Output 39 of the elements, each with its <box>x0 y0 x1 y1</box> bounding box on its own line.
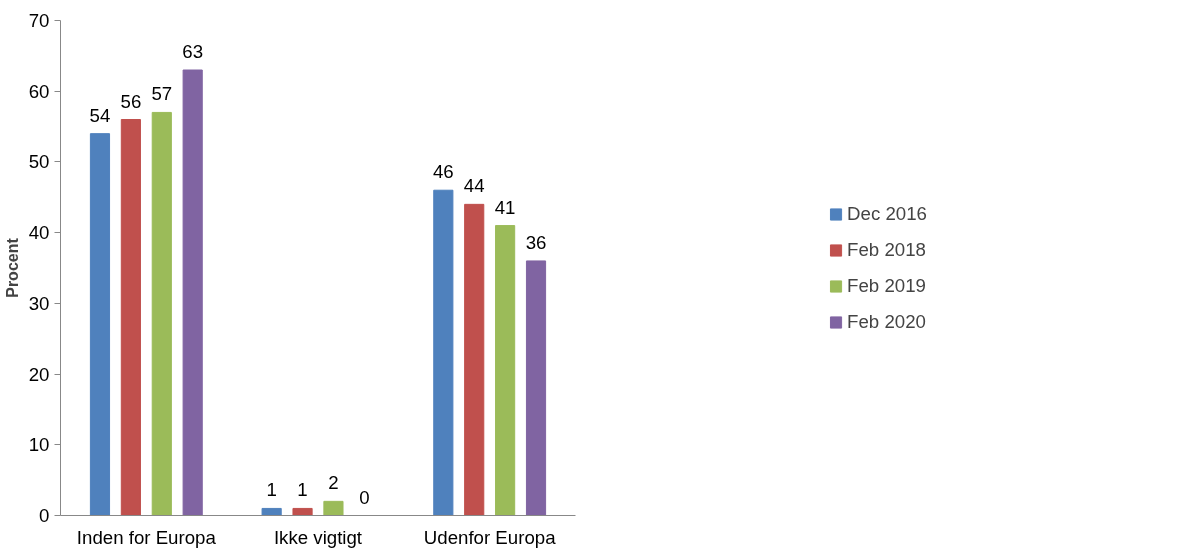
bar <box>89 133 111 516</box>
data-label: 57 <box>151 83 173 105</box>
y-tick-label: 40 <box>28 222 50 244</box>
bar <box>182 69 203 516</box>
data-label: 46 <box>432 161 454 183</box>
y-tick-label: 30 <box>28 292 50 314</box>
legend-label: Dec 2016 <box>847 202 927 225</box>
x-tick-label: Ikke vigtigt <box>273 526 363 548</box>
data-label: 56 <box>120 90 142 112</box>
bar <box>261 507 282 516</box>
legend-label: Feb 2018 <box>847 238 926 261</box>
data-label: 1 <box>297 479 308 501</box>
y-tick-label: 0 <box>39 505 50 526</box>
y-tick-label: 10 <box>28 434 50 456</box>
data-label: 2 <box>328 472 339 494</box>
bar <box>323 500 344 516</box>
bar <box>495 225 516 516</box>
bar <box>525 260 547 516</box>
x-tick-label: Udenfor Europa <box>423 526 557 548</box>
data-label: 44 <box>463 175 485 197</box>
y-tick-label: 50 <box>28 151 50 173</box>
y-tick-label: 20 <box>28 363 50 385</box>
data-label: 41 <box>494 196 516 218</box>
bar <box>433 189 454 516</box>
data-label: 54 <box>89 104 111 126</box>
data-label: 1 <box>266 479 277 501</box>
bar <box>151 111 172 516</box>
bar <box>120 119 141 516</box>
x-tick-label: Inden for Europa <box>76 526 217 548</box>
y-axis-title: Procent <box>3 237 21 298</box>
data-label: 36 <box>525 231 547 253</box>
legend-label: Feb 2020 <box>847 310 926 333</box>
data-label: 63 <box>182 41 204 62</box>
bar <box>464 203 485 516</box>
y-tick-label: 70 <box>28 10 50 31</box>
bar <box>292 507 313 516</box>
y-tick-label: 60 <box>28 80 50 102</box>
data-label: 0 <box>359 486 370 508</box>
legend-label: Feb 2019 <box>847 274 926 297</box>
